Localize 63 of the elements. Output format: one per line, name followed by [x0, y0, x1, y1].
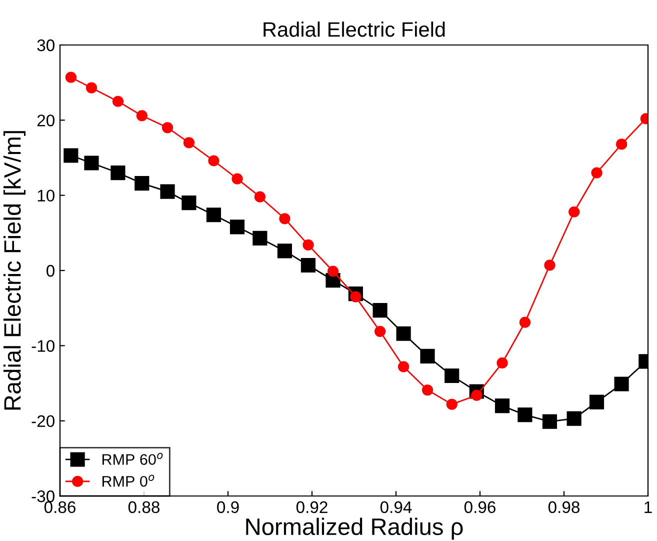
chart-title: Radial Electric Field — [264, 22, 445, 37]
point — [64, 148, 78, 163]
point — [162, 122, 174, 134]
point — [591, 167, 602, 178]
legend-label: RMP 0$^{o}$ — [102, 474, 154, 487]
y-tick-label: 10 — [38, 190, 54, 202]
point — [398, 361, 410, 372]
point — [422, 384, 434, 396]
point — [446, 398, 458, 410]
point — [494, 398, 510, 414]
point — [84, 156, 99, 170]
x-tick-label: 0.88 — [128, 501, 160, 514]
x-tick-label: 0.86 — [44, 501, 76, 514]
point — [302, 239, 314, 250]
point — [589, 394, 604, 410]
point — [86, 82, 98, 94]
point — [208, 155, 220, 166]
x-axis-title: Normalized Radius ρ — [246, 518, 463, 540]
point — [232, 173, 243, 184]
x-tick-label: 1 — [644, 501, 652, 513]
point — [568, 206, 580, 218]
point — [372, 303, 388, 318]
point — [182, 196, 196, 210]
point — [396, 326, 411, 341]
y-tick-label: 30 — [37, 39, 54, 52]
point — [206, 208, 222, 222]
point — [183, 137, 194, 148]
y-tick-label: -30 — [32, 490, 54, 502]
point — [252, 230, 268, 246]
point — [279, 213, 290, 224]
y-axis-title: Radial Electric Field [kV/m] — [3, 131, 26, 410]
point — [134, 176, 150, 191]
point — [519, 316, 530, 328]
point — [160, 184, 175, 199]
y-tick-label: 0 — [46, 264, 54, 277]
y-tick-label: -10 — [32, 340, 54, 352]
point — [112, 96, 124, 107]
point — [542, 414, 558, 429]
x-tick-label: 0.94 — [380, 501, 412, 514]
point — [110, 165, 126, 180]
point — [327, 266, 339, 277]
y-tick-label: -20 — [32, 415, 54, 428]
point — [496, 357, 508, 369]
point — [136, 110, 148, 122]
x-tick-label: 0.9 — [217, 501, 239, 514]
point — [277, 244, 292, 258]
point — [300, 258, 316, 273]
x-tick-label: 0.98 — [548, 501, 580, 514]
legend-label: RMP 60$^{o}$ — [102, 452, 163, 465]
x-tick-label: 0.92 — [296, 501, 328, 514]
point — [65, 72, 76, 83]
y-tick-label: 20 — [37, 114, 54, 126]
point — [254, 191, 266, 202]
point — [230, 220, 245, 234]
point — [614, 376, 629, 392]
point — [566, 411, 582, 426]
point — [544, 260, 556, 271]
point — [420, 348, 435, 364]
x-tick-label: 0.96 — [464, 501, 496, 514]
point — [374, 326, 386, 337]
point — [444, 368, 460, 384]
point — [518, 408, 532, 422]
point — [616, 138, 628, 150]
